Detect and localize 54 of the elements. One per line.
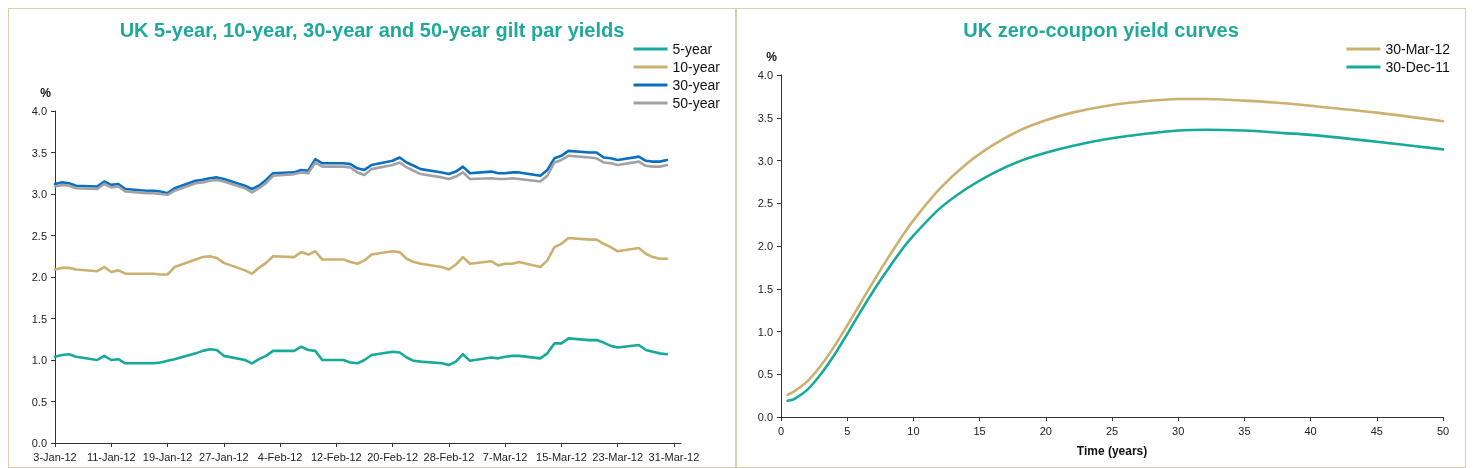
x-tick-label: 4-Feb-12: [257, 450, 303, 463]
x-tick-label: 15: [973, 424, 986, 437]
legend-label: 30-year: [672, 77, 721, 93]
y-tick-label: 0.5: [31, 395, 47, 408]
y-tick-label: 1.5: [31, 312, 47, 325]
chart-title: UK 5-year, 10-year, 30-year and 50-year gilt par yields: [119, 19, 625, 41]
y-tick-label: 4.0: [757, 69, 773, 81]
y-tick-label: 0.5: [757, 368, 773, 381]
x-tick-label: 3-Jan-12: [33, 450, 77, 463]
x-tick-label: 30: [1172, 424, 1185, 437]
x-axis-title: Time (years): [1076, 444, 1148, 458]
x-tick-label: 12-Feb-12: [310, 450, 362, 463]
y-tick-label: 4.0: [31, 105, 47, 117]
y-axis-title: %: [40, 86, 52, 100]
y-axis-title: %: [766, 50, 778, 64]
x-tick-label: 23-Mar-12: [592, 450, 644, 463]
x-tick-label: 19-Jan-12: [142, 450, 193, 463]
x-tick-label: 31-Mar-12: [648, 450, 700, 463]
x-tick-label: 10: [907, 424, 920, 437]
x-tick-label: 40: [1304, 424, 1317, 437]
y-tick-label: 3.5: [757, 111, 773, 124]
x-tick-label: 0: [777, 424, 785, 437]
x-tick-label: 27-Jan-12: [199, 450, 249, 463]
y-tick-label: 3.5: [31, 146, 47, 159]
line-series: [53, 337, 669, 367]
x-tick-label: 15-Mar-12: [536, 450, 587, 463]
y-tick-label: 2.0: [31, 271, 47, 283]
legend-label: 10-year: [672, 59, 721, 75]
y-tick-label: 2.5: [757, 197, 773, 210]
chart-title: UK zero-coupon yield curves: [963, 19, 1239, 41]
x-tick-label: 5: [844, 424, 851, 437]
y-tick-label: 2.0: [757, 240, 773, 252]
x-tick-label: 35: [1238, 424, 1251, 437]
y-tick-label: 0.0: [31, 437, 47, 449]
legend-label: 30-Dec-11: [1385, 59, 1450, 75]
line-series: [53, 236, 669, 276]
y-tick-label: 1.5: [757, 282, 773, 295]
x-tick-label: 7-Mar-12: [482, 450, 528, 463]
y-tick-label: 3.0: [757, 154, 773, 167]
legend-label: 30-Mar-12: [1385, 41, 1451, 57]
legend-label: 50-year: [672, 95, 721, 111]
x-tick-label: 20-Feb-12: [367, 450, 418, 463]
y-tick-label: 2.5: [31, 229, 47, 242]
y-tick-label: 3.0: [31, 188, 47, 200]
legend-label: 5-year: [672, 41, 713, 57]
x-tick-label: 11-Jan-12: [86, 450, 136, 463]
x-tick-label: 28-Feb-12: [423, 450, 475, 463]
x-tick-label: 45: [1370, 424, 1383, 437]
y-tick-label: 0.0: [757, 411, 773, 423]
y-tick-label: 1.0: [757, 325, 773, 338]
x-tick-label: 50: [1436, 424, 1450, 437]
y-tick-label: 1.0: [31, 354, 47, 366]
x-tick-label: 25: [1105, 424, 1119, 437]
x-tick-label: 20: [1039, 424, 1052, 437]
